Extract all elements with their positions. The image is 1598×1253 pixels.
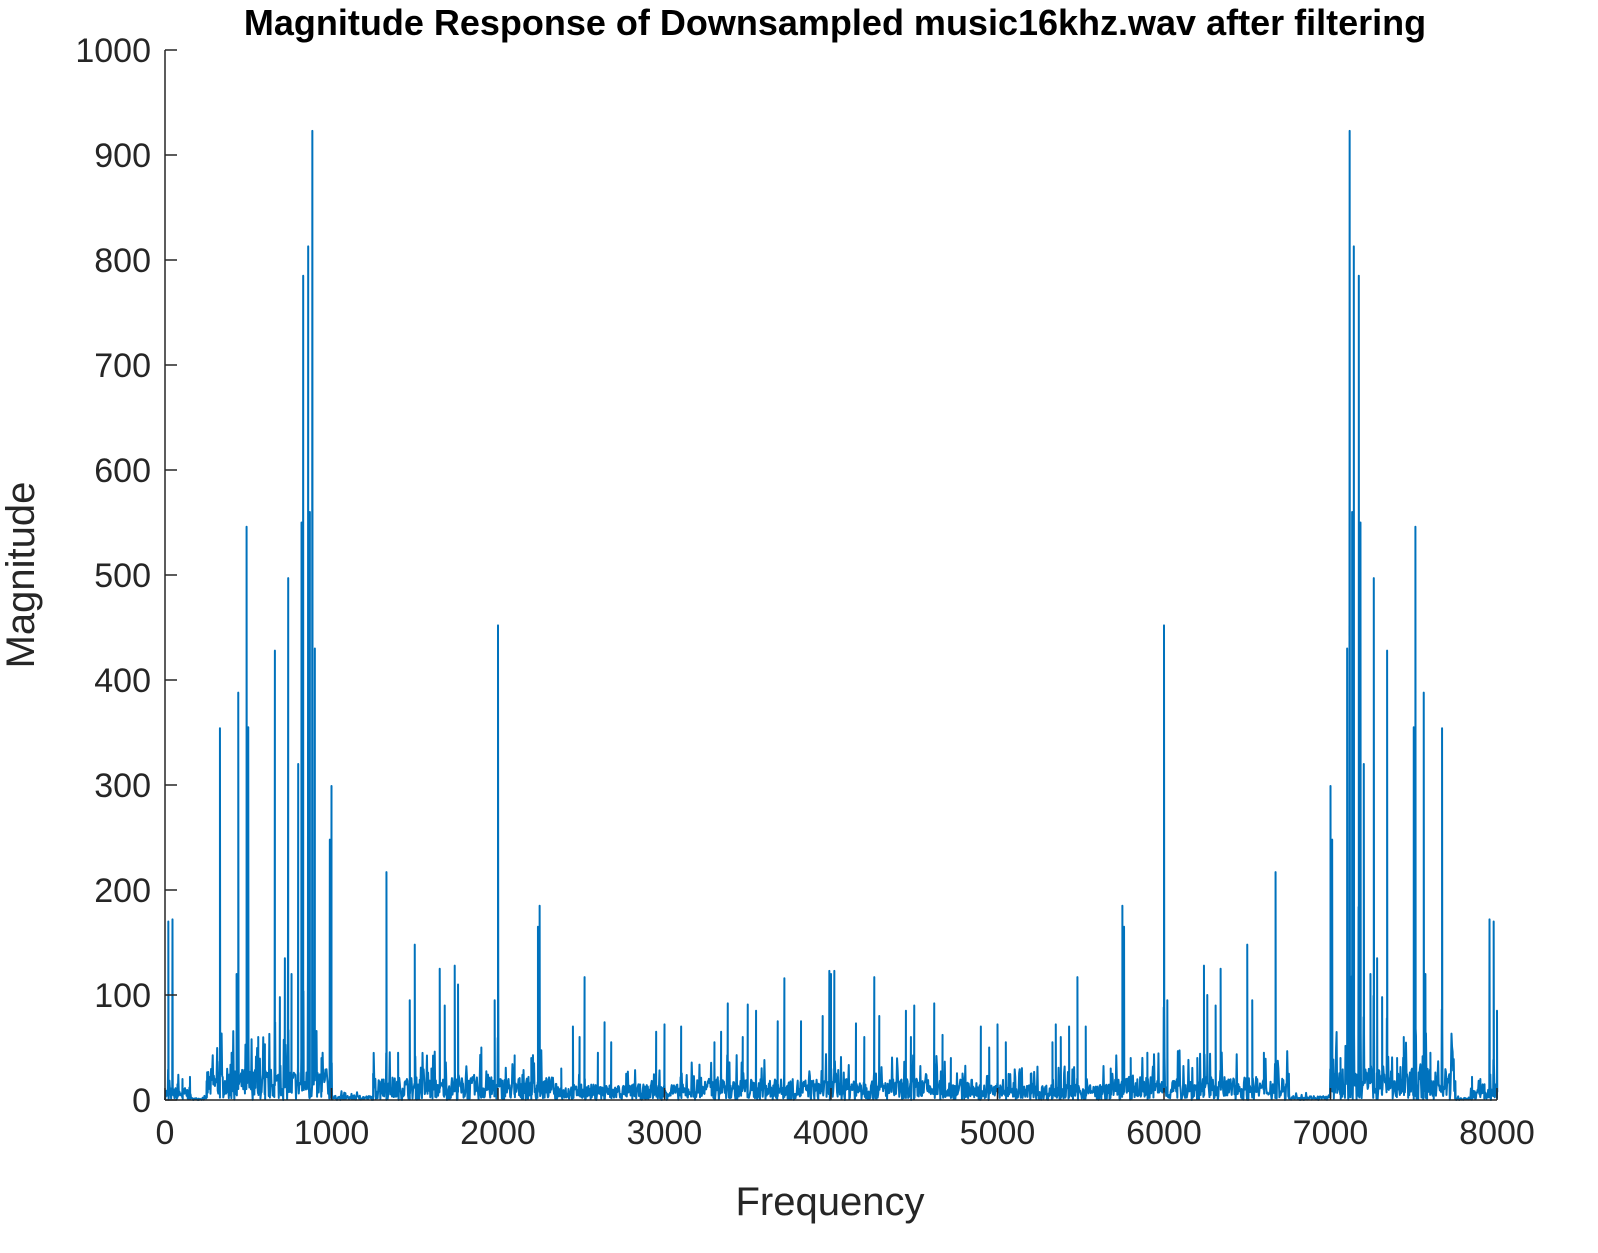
chart-title: Magnitude Response of Downsampled music1… (244, 2, 1426, 43)
y-tick-label: 400 (94, 662, 151, 700)
x-tick-label: 1000 (294, 1114, 370, 1152)
y-tick-label: 900 (94, 137, 151, 175)
magnitude-series (164, 129, 1499, 1101)
y-axis-label: Magnitude (0, 482, 43, 669)
y-tick-label: 700 (94, 347, 151, 385)
x-tick-label: 3000 (627, 1114, 703, 1152)
ticks: 0 100 200 300 400 500 600 700 800 900 1000 0 1000 200… (75, 32, 1534, 1152)
x-tick-label: 5000 (960, 1114, 1036, 1152)
x-tick-label: 2000 (460, 1114, 536, 1152)
x-tick-label: 8000 (1459, 1114, 1535, 1152)
magnitude-line (164, 129, 1499, 1101)
y-tick-label: 600 (94, 452, 151, 490)
y-tick-label: 0 (132, 1082, 151, 1120)
y-tick-label: 800 (94, 242, 151, 280)
y-tick-label: 200 (94, 872, 151, 910)
y-tick-label: 300 (94, 767, 151, 805)
x-tick-label: 4000 (793, 1114, 869, 1152)
y-tick-label: 100 (94, 977, 151, 1015)
x-tick-label: 0 (156, 1114, 175, 1152)
x-tick-label: 7000 (1293, 1114, 1369, 1152)
y-tick-label: 500 (94, 557, 151, 595)
x-axis-label: Frequency (736, 1180, 925, 1224)
y-tick-label: 1000 (75, 32, 151, 70)
x-tick-label: 6000 (1126, 1114, 1202, 1152)
